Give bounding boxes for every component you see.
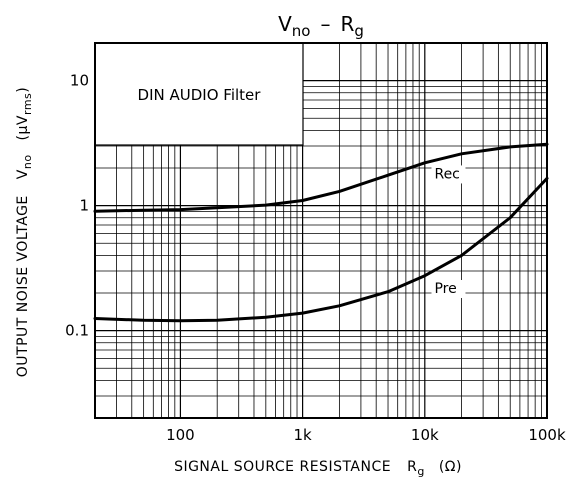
series-layer — [93, 142, 549, 323]
x-axis-label: SIGNAL SOURCE RESISTANCE Rg (Ω) — [174, 459, 462, 478]
series-line-rec — [93, 142, 549, 213]
y-tick-label: 0.1 — [65, 322, 89, 340]
series-label-bg — [431, 280, 466, 298]
x-tick-label: 100 — [166, 426, 195, 444]
series-label-pre: Pre — [434, 281, 456, 297]
y-tick-label: 10 — [70, 72, 89, 90]
annotation-text: DIN AUDIO Filter — [138, 86, 262, 104]
series-label-bg — [431, 165, 466, 184]
x-tick-label: 100k — [528, 426, 566, 444]
y-tick-label: 1 — [79, 197, 89, 215]
series-line-pre — [93, 176, 549, 323]
chart-title: Vno – Rg — [278, 12, 364, 40]
x-tick-label: 1k — [293, 426, 312, 444]
tick-labels: 100 1k 10k 100k 0.1 1 10 — [65, 72, 566, 444]
series-label-rec: Rec — [434, 166, 459, 182]
series-labels: Rec Pre — [431, 165, 466, 298]
x-tick-label: 10k — [411, 426, 439, 444]
plot-frame — [94, 42, 548, 419]
annotation-box — [94, 42, 304, 146]
y-axis-label: OUTPUT NOISE VOLTAGEVno(μVrms) — [15, 87, 34, 378]
